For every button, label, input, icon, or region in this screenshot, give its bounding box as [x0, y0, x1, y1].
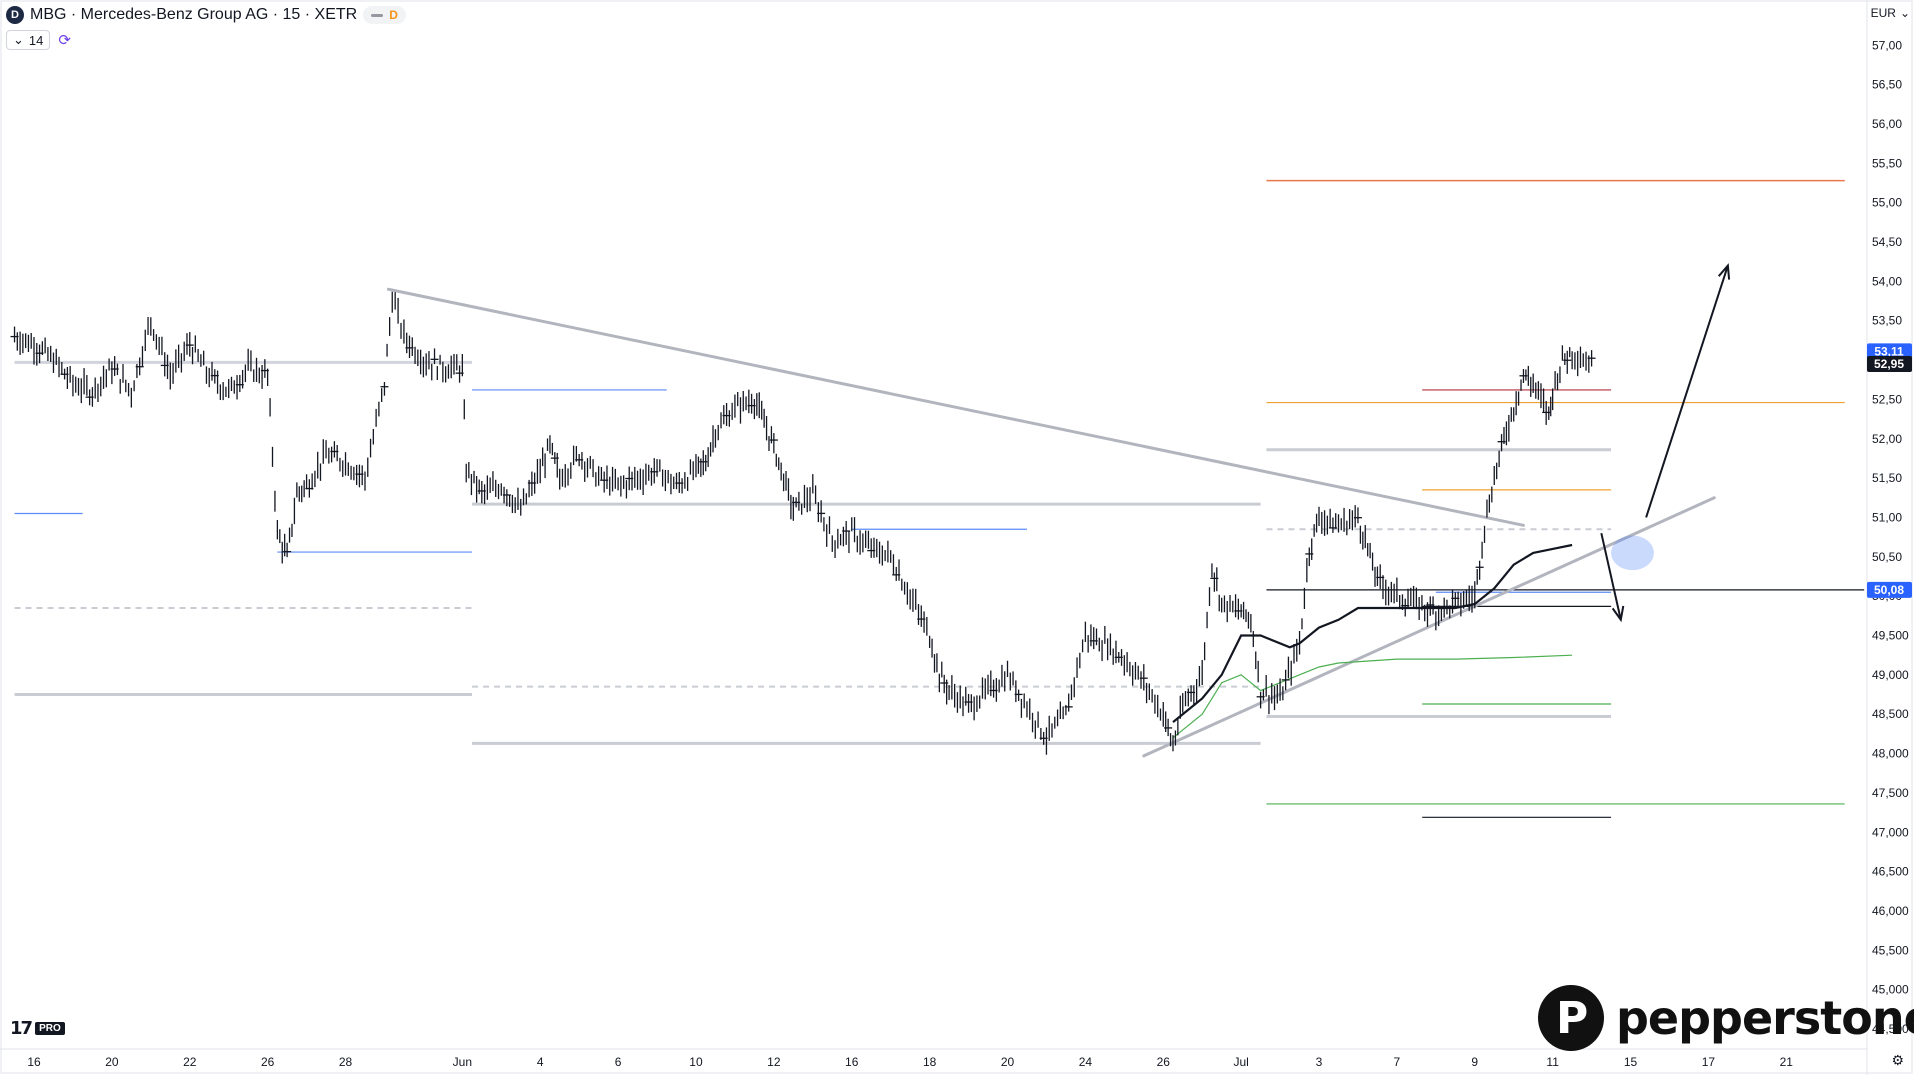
x-tick-label: 4 [537, 1055, 544, 1069]
x-tick-label: 3 [1316, 1055, 1323, 1069]
x-tick-label: 21 [1780, 1055, 1794, 1069]
indicator-row: ⌄ 14 ⟳ [6, 30, 71, 50]
x-tick-label: 12 [767, 1055, 781, 1069]
projection-arrow [1645, 265, 1729, 518]
y-tick-label: 56,50 [1872, 78, 1902, 92]
symbol-header[interactable]: D MBG · Mercedes-Benz Group AG · 15 · XE… [6, 4, 406, 26]
x-tick-label: 15 [1624, 1055, 1638, 1069]
y-tick-label: 48,500 [1872, 707, 1909, 721]
price-label-bg [1867, 581, 1912, 598]
price-label-bg [1867, 355, 1912, 372]
y-tick-label: 47,000 [1872, 825, 1909, 839]
y-tick-label: 53,50 [1872, 314, 1902, 328]
y-tick-label: 54,50 [1872, 235, 1902, 249]
indicator-toggle[interactable]: ⌄ 14 [6, 30, 51, 50]
x-tick-label: 10 [689, 1055, 703, 1069]
y-tick-label: 55,00 [1872, 196, 1902, 210]
pepperstone-mark: P [1538, 985, 1604, 1051]
x-tick-label: 26 [1157, 1055, 1171, 1069]
pepperstone-wordmark: pepperstone [1616, 991, 1914, 1045]
gear-icon[interactable]: ⚙ [1891, 1052, 1904, 1068]
y-tick-label: 57,00 [1872, 38, 1902, 52]
y-tick-label: 52,50 [1872, 392, 1902, 406]
price-series [10, 291, 1596, 755]
projection-arrow [1600, 532, 1622, 620]
x-tick-label: 9 [1471, 1055, 1478, 1069]
arrow-head [1611, 605, 1625, 623]
currency-selector[interactable]: EUR ⌄ [1871, 6, 1910, 20]
pro-badge: PRO [35, 1022, 65, 1035]
y-tick-label: 56,00 [1872, 117, 1902, 131]
x-tick-label: 17 [1702, 1055, 1716, 1069]
refresh-icon[interactable]: ⟳ [58, 32, 71, 49]
y-tick-label: 44,500 [1872, 1022, 1909, 1036]
currency-label: EUR [1870, 6, 1896, 20]
y-tick-label: 45,000 [1872, 983, 1909, 997]
price-label: 50,08 [1874, 583, 1904, 597]
y-tick-label: 54,00 [1872, 274, 1902, 288]
x-tick-label: Jun [453, 1055, 472, 1069]
x-tick-label: 7 [1394, 1055, 1401, 1069]
vwap-lines [1172, 543, 1573, 739]
symbol-title[interactable]: MBG · Mercedes-Benz Group AG · 15 · XETR [30, 6, 358, 23]
minus-icon [371, 13, 384, 17]
horizontal-levels [14, 179, 1865, 818]
trend-line [1142, 496, 1716, 758]
x-tick-label: 18 [923, 1055, 937, 1069]
x-tick-label: Jul [1233, 1055, 1248, 1069]
x-tick-label: 24 [1079, 1055, 1093, 1069]
pepperstone-logo: P pepperstone [1538, 985, 1914, 1051]
y-tick-label: 55,50 [1872, 156, 1902, 170]
y-tick-label: 49,000 [1872, 668, 1909, 682]
chevron-down-icon: ⌄ [13, 32, 24, 47]
trend-lines [386, 287, 1716, 758]
tv-logo-mark: 17 [10, 1018, 33, 1039]
trend-line [386, 287, 1525, 527]
delay-badge: D [389, 8, 398, 22]
vwap-green-line [1172, 654, 1573, 739]
x-tick-label: 16 [845, 1055, 859, 1069]
x-tick-label: 6 [615, 1055, 622, 1069]
y-tick-label: 46,500 [1872, 865, 1909, 879]
y-tick-label: 47,500 [1872, 786, 1909, 800]
x-tick-label: 20 [105, 1055, 119, 1069]
y-tick-label: 52,00 [1872, 432, 1902, 446]
x-tick-label: 11 [1546, 1055, 1559, 1069]
exchange-logo: D [6, 6, 24, 24]
tradingview-logo[interactable]: 17 PRO [10, 1018, 65, 1039]
x-tick-label: 20 [1001, 1055, 1015, 1069]
projection-arrows [1600, 263, 1731, 623]
x-axis: 16 20 22 26 28 Jun 4 6 10 12 16 18 20 24 26 Jul 3 7 9 11 15 1… [27, 1055, 1793, 1069]
x-tick-label: 22 [183, 1055, 197, 1069]
y-tick-label: 50,50 [1872, 550, 1902, 564]
x-tick-label: 16 [27, 1055, 41, 1069]
y-tick-label: 51,00 [1872, 510, 1902, 524]
price-label: 53,11 [1874, 344, 1904, 358]
chevron-down-icon: ⌄ [1899, 6, 1910, 20]
y-tick-label: 49,500 [1872, 629, 1909, 643]
x-tick-label: 28 [339, 1055, 353, 1069]
vwap-black-line [1172, 543, 1573, 723]
price-label-bg [1867, 343, 1912, 360]
y-tick-label: 45,500 [1872, 943, 1909, 957]
y-tick-label: 51,50 [1872, 471, 1902, 485]
delay-pill[interactable]: D [363, 6, 406, 24]
arrow-head [1717, 263, 1731, 280]
y-tick-label: 48,000 [1872, 747, 1909, 761]
x-tick-label: 26 [261, 1055, 275, 1069]
price-label: 52,95 [1874, 357, 1904, 371]
target-zone [1611, 535, 1654, 571]
indicator-length: 14 [28, 32, 44, 48]
y-tick-label: 46,000 [1872, 904, 1909, 918]
